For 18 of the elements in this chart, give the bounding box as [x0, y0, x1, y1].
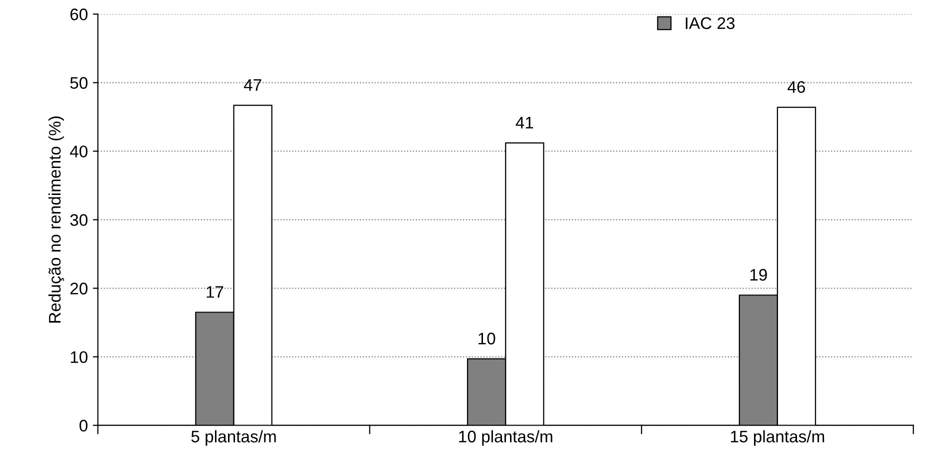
y-tick-label: 50 — [70, 77, 88, 89]
y-tick-label: 0 — [80, 420, 88, 432]
y-tick-label: 20 — [70, 282, 88, 294]
data-label: 10 — [478, 332, 496, 344]
data-label: 17 — [206, 286, 224, 298]
y-tick-label: 30 — [70, 214, 88, 226]
data-label: 19 — [750, 268, 767, 281]
data-label: 46 — [788, 81, 806, 93]
legend-label: IAC 23 — [686, 17, 735, 30]
data-label: 41 — [516, 116, 534, 128]
x-tick-label: 10 plantas/m — [459, 430, 552, 446]
y-tick-label: 40 — [70, 146, 88, 158]
x-tick-label: 15 plantas/m — [731, 430, 824, 446]
data-label: 47 — [244, 79, 262, 91]
y-axis-title: Redução no rendimento (%) — [48, 116, 64, 323]
y-tick-label: 10 — [70, 351, 88, 364]
y-tick-label: 60 — [70, 8, 88, 20]
x-tick-label: 5 plantas/m — [191, 430, 276, 446]
